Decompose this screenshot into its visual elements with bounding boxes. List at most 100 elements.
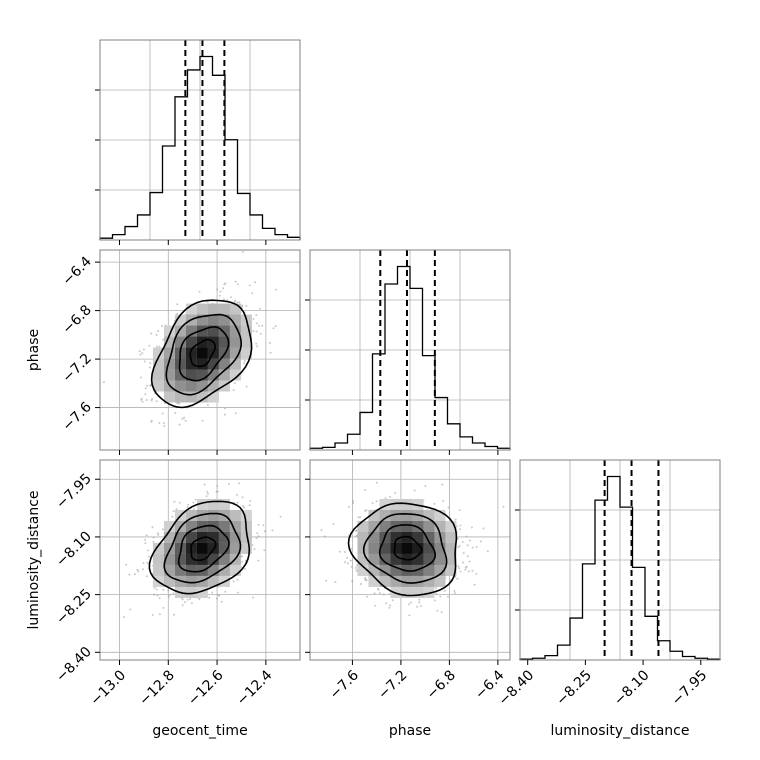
density-cell (218, 531, 230, 543)
panel-content (102, 250, 277, 428)
density-cell (423, 553, 435, 565)
density-cell (185, 531, 197, 543)
density-cell (185, 358, 197, 370)
density-cell (434, 509, 446, 521)
density-cell (423, 542, 435, 554)
y-tick-label: −7.95 (53, 471, 95, 513)
density-cell (390, 531, 402, 543)
density-cell (379, 564, 391, 576)
panel-content (320, 481, 505, 617)
contour-level-2 (165, 313, 243, 396)
density-cell (368, 553, 380, 565)
density-cell (390, 509, 402, 521)
density-cell (368, 509, 380, 521)
density-cell (163, 358, 175, 370)
density-cell (174, 336, 186, 348)
density-cell (379, 509, 391, 521)
density-cell (218, 303, 230, 315)
density-cell (152, 369, 164, 381)
contour-level-0 (189, 338, 217, 368)
density-cell (412, 520, 424, 532)
density-cell (423, 509, 435, 521)
density-cell (390, 564, 402, 576)
density-cell (218, 336, 230, 348)
density-cell (434, 542, 446, 554)
density-cell (229, 520, 241, 532)
contour-level-3 (148, 500, 251, 595)
density-cell (412, 498, 424, 510)
density-cell (207, 531, 219, 543)
density-cell (207, 553, 219, 565)
histogram-panel-geocent_time (95, 39, 301, 241)
y-tick-label: −8.40 (53, 644, 95, 686)
density-cell (445, 564, 457, 576)
panel-frame (309, 459, 511, 661)
density-cell (229, 336, 241, 348)
density-cell (434, 520, 446, 532)
x-axis-label: phase (389, 723, 431, 739)
density-cell (218, 542, 230, 554)
histogram-step-line (309, 265, 511, 450)
density-cell (185, 303, 197, 315)
density-cell (240, 509, 252, 521)
density-cell (368, 520, 380, 532)
panel-content (123, 482, 282, 619)
y-axis-phase: −7.6 −7.2 −6.8 −6.4 phase (26, 254, 100, 434)
density-cell (423, 575, 435, 587)
density-cell (218, 520, 230, 532)
density-cell (196, 347, 208, 359)
density-cell (174, 380, 186, 392)
density-cell (357, 520, 369, 532)
density-cell (163, 520, 175, 532)
histogram-step-line (99, 55, 301, 240)
density-cell (163, 542, 175, 554)
contour-level-2 (362, 512, 448, 584)
density-cell (185, 391, 197, 403)
density-cell (185, 369, 197, 381)
y-tick-label: −6.4 (59, 254, 94, 289)
density-cell (185, 509, 197, 521)
contour-level-0 (393, 535, 423, 561)
y-axis-label: luminosity_distance (26, 490, 42, 629)
density-cell (390, 498, 402, 510)
density-cell (357, 553, 369, 565)
density-cell (185, 380, 197, 392)
density-cell (196, 314, 208, 326)
density-cell (390, 575, 402, 587)
contour-level-3 (347, 502, 458, 597)
scatter-panel-geocent_time-luminosity_distance (99, 459, 301, 661)
density-cell (196, 325, 208, 337)
density-cell (174, 553, 186, 565)
x-axis-label: luminosity_distance (550, 723, 689, 739)
density-cell (368, 575, 380, 587)
density-cell (445, 542, 457, 554)
panel-frame (519, 459, 721, 661)
density-cell (401, 498, 413, 510)
density-cell (174, 325, 186, 337)
density-cell (196, 369, 208, 381)
density-cell (185, 347, 197, 359)
density-cell (412, 542, 424, 554)
density-cell (196, 358, 208, 370)
density-cell (229, 325, 241, 337)
density-cell (196, 303, 208, 315)
density-cell (152, 358, 164, 370)
density-cell (379, 575, 391, 587)
density-cell (163, 347, 175, 359)
density-cell (240, 336, 252, 348)
x-tick-label: −7.2 (375, 667, 410, 702)
density-cell (423, 586, 435, 598)
density-cell (207, 564, 219, 576)
panel-frame (99, 249, 301, 451)
histogram-step-line (519, 475, 721, 660)
density-cell (163, 336, 175, 348)
density-cell (240, 542, 252, 554)
contour-level-1 (177, 524, 230, 573)
density-cell (185, 336, 197, 348)
density-cell (229, 564, 241, 576)
density-cell (185, 520, 197, 532)
density-cell (207, 391, 219, 403)
density-cell (368, 564, 380, 576)
